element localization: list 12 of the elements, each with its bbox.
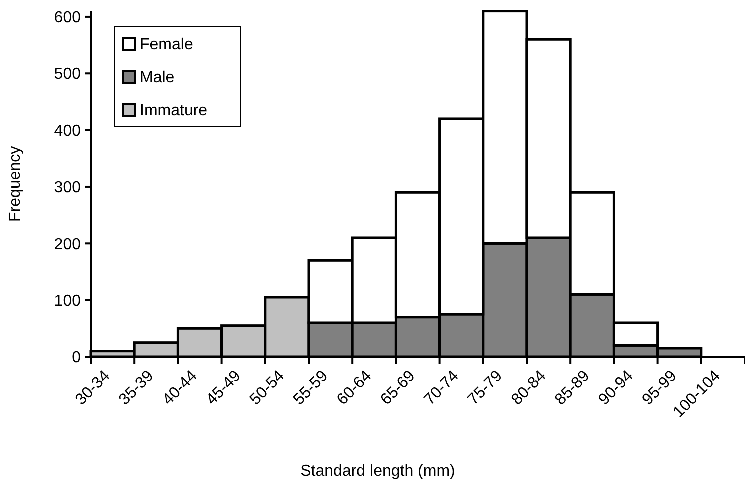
x-axis-title: Standard length (mm)	[300, 463, 456, 480]
legend-label: Female	[140, 36, 194, 54]
y-tick-label: 200	[54, 236, 82, 254]
legend-label: Male	[140, 70, 175, 87]
y-tick-label: 400	[54, 122, 82, 140]
y-tick-label: 100	[54, 292, 82, 310]
y-tick-label: 500	[54, 66, 82, 84]
y-tick-label: 0	[72, 350, 82, 367]
legend-label: Immature	[140, 102, 208, 120]
y-tick-label: 300	[54, 180, 82, 197]
y-tick-label: 600	[54, 10, 82, 27]
y-axis-title: Frequency	[7, 146, 24, 222]
